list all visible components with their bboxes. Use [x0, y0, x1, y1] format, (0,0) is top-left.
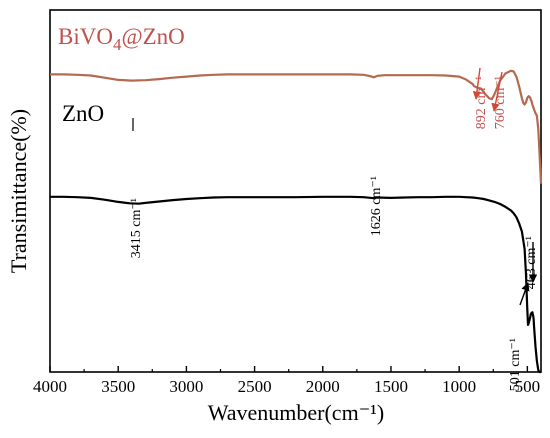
legend-label-bivo4-subscript: 4: [113, 35, 122, 54]
legend-label-bivo4-zno: BiVO4@ZnO: [58, 24, 185, 54]
x-tick-label-3000: 3000: [169, 377, 203, 396]
annotation-760-label: 760 cm⁻¹: [493, 76, 508, 129]
legend-label-bivo4-main: BiVO: [58, 24, 113, 49]
series-line-zno: [50, 195, 541, 374]
annotation-760-arrow: [491, 71, 503, 112]
plot-frame: [49, 9, 542, 373]
series-group: [50, 69, 543, 374]
annotation-501-label: 501 cm⁻¹: [508, 338, 523, 391]
legend-label-zno: ZnO: [62, 101, 104, 126]
x-axis-title: Wavenumber(cm⁻¹): [208, 400, 384, 425]
x-axis-ticks: 4000 3500 3000 2500 2000 1500 1000 500: [33, 366, 540, 396]
annotation-3415-label: 3415 cm⁻¹: [129, 198, 144, 258]
annotation-463-label: 463 cm⁻¹: [524, 236, 539, 289]
annotation-1626-label: 1626 cm⁻¹: [369, 176, 384, 236]
legend-label-bivo4-tail: @ZnO: [121, 24, 184, 49]
annotations-group: 892 cm⁻¹ 760 cm⁻¹ 3415 cm⁻¹ 1626 cm⁻¹ 463 cm…: [129, 67, 539, 391]
x-tick-label-2500: 2500: [238, 377, 272, 396]
x-tick-label-4000: 4000: [33, 377, 67, 396]
annotation-892-arrow: [472, 67, 482, 100]
x-tick-label-500: 500: [515, 377, 541, 396]
annotation-501-arrow: [519, 282, 530, 306]
x-tick-label-1500: 1500: [374, 377, 408, 396]
x-tick-label-1000: 1000: [442, 377, 476, 396]
x-tick-label-3500: 3500: [101, 377, 135, 396]
series-line-bivo4-zno: [50, 69, 543, 184]
y-axis-title: Transimittance(%): [6, 109, 31, 273]
x-tick-label-2000: 2000: [306, 377, 340, 396]
annotation-892-label: 892 cm⁻¹: [474, 76, 489, 129]
